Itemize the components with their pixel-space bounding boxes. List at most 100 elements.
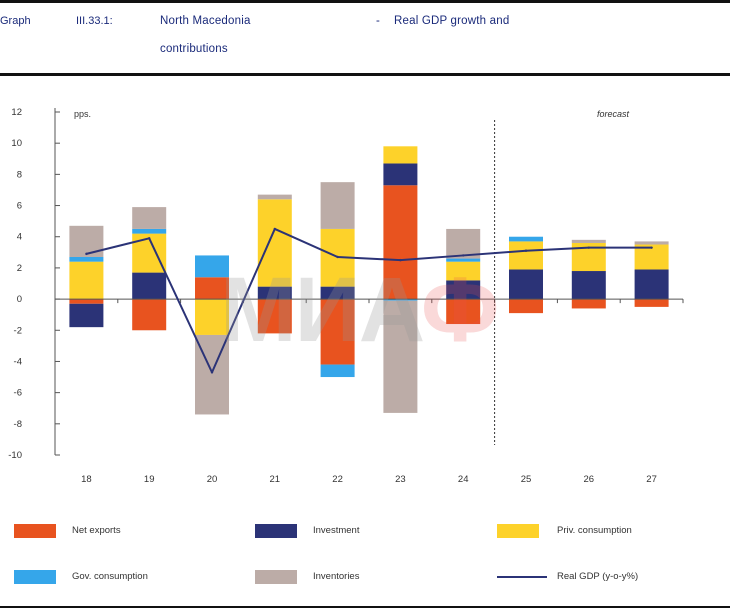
x-tick-label: 21 [270, 474, 281, 485]
legend-swatch [255, 570, 297, 584]
bar-gov-consumption-24 [446, 258, 481, 262]
bar-gov-consumption-18 [69, 256, 104, 262]
real-gdp-point-25 [524, 249, 528, 252]
legend-label: Gov. consumption [72, 571, 148, 582]
legend-swatch [14, 524, 56, 538]
bar-inventories-21 [257, 194, 292, 200]
x-tick-label: 22 [332, 474, 343, 485]
graph-number: III.33.1: [76, 15, 113, 27]
bar-gov-consumption-19 [132, 228, 167, 234]
bar-inventories-18 [69, 225, 104, 257]
bar-investment-19 [132, 272, 167, 300]
legend-label: Real GDP (y-o-y%) [557, 571, 639, 582]
bar-priv-consumption-23 [383, 146, 418, 164]
real-gdp-point-23 [399, 258, 402, 262]
real-gdp-point-20 [210, 371, 214, 374]
bar-inventories-19 [132, 207, 167, 229]
bar-gov-consumption-23 [383, 299, 418, 301]
bar-priv-consumption-18 [69, 261, 104, 300]
graph-label: Graph [0, 15, 31, 27]
bar-inventories-22 [320, 182, 355, 229]
legend-swatch [255, 524, 297, 538]
y-tick-label: -10 [8, 450, 22, 461]
bar-net-exports-24 [446, 299, 481, 325]
bar-net-exports-26 [571, 299, 606, 309]
title-dash: - [376, 15, 381, 27]
bar-net-exports-23 [383, 185, 418, 300]
chart-title-part2: Real GDP growth and [394, 15, 510, 27]
real-gdp-point-19 [148, 237, 151, 240]
y-tick-label: -4 [14, 356, 22, 367]
bar-priv-consumption-21 [257, 199, 292, 287]
y-tick-label: -2 [14, 325, 22, 336]
bar-net-exports-25 [509, 299, 543, 314]
bar-gov-consumption-25 [509, 236, 543, 242]
bar-investment-21 [257, 286, 292, 300]
legend-label: Inventories [313, 571, 360, 582]
y-tick-label: 12 [11, 107, 22, 118]
header-top-rule [0, 0, 730, 3]
y-tick-label: 10 [11, 138, 22, 149]
x-tick-label: 25 [521, 474, 532, 485]
legend-label: Investment [313, 525, 360, 536]
bar-priv-consumption-25 [509, 241, 543, 270]
bar-inventories-23 [383, 300, 418, 413]
watermark-logo: МИАФ [220, 259, 499, 361]
bars-layer [69, 146, 669, 415]
bar-net-exports-20 [195, 277, 229, 300]
bar-gov-consumption-20 [195, 255, 229, 278]
real-gdp-point-27 [650, 246, 653, 249]
real-gdp-point-22 [336, 255, 339, 259]
legend-swatch [497, 576, 547, 578]
bar-priv-consumption-20 [195, 299, 229, 335]
legend-swatch [14, 570, 56, 584]
header-bottom-rule [0, 73, 730, 76]
chart-title-part1: North Macedonia [160, 15, 251, 27]
y-axis-unit-label: pps. [74, 109, 91, 119]
y-tick-label: 2 [17, 263, 22, 274]
y-tick-label: 6 [17, 201, 22, 212]
real-gdp-point-21 [273, 227, 276, 231]
y-tick-label: 0 [17, 294, 22, 305]
x-tick-label: 23 [395, 474, 406, 485]
real-gdp-point-24 [462, 254, 465, 257]
legend-label: Net exports [72, 525, 121, 536]
axes-layer [54, 108, 684, 456]
bar-investment-18 [69, 303, 104, 328]
gdp-line-layer [85, 227, 653, 374]
chart-title-line2: contributions [160, 43, 228, 55]
bar-net-exports-21 [257, 299, 292, 334]
bar-gov-consumption-22 [320, 364, 355, 378]
x-tick-label: 27 [646, 474, 657, 485]
real-gdp-line [86, 227, 652, 374]
bar-investment-24 [446, 280, 481, 300]
legend-swatch [497, 524, 539, 538]
bar-net-exports-27 [634, 299, 669, 307]
x-tick-label: 19 [144, 474, 155, 485]
bar-investment-22 [320, 286, 355, 300]
y-tick-label: 8 [17, 169, 22, 180]
y-tick-label: -6 [14, 388, 22, 399]
bar-priv-consumption-24 [446, 261, 481, 281]
real-gdp-point-18 [85, 252, 88, 256]
x-tick-label: 24 [458, 474, 469, 485]
bar-net-exports-18 [69, 299, 104, 304]
bar-net-exports-22 [320, 299, 355, 365]
bar-investment-25 [509, 269, 543, 300]
real-gdp-point-26 [587, 246, 590, 249]
bar-net-exports-19 [132, 299, 167, 331]
y-tick-label: 4 [17, 232, 22, 243]
y-tick-label: -8 [14, 419, 22, 430]
bar-inventories-27 [634, 241, 669, 245]
x-tick-label: 20 [207, 474, 218, 485]
forecast-annotation: forecast [597, 109, 630, 119]
x-tick-label: 18 [81, 474, 92, 485]
bar-investment-23 [383, 163, 418, 186]
footer-rule [0, 606, 730, 608]
bar-investment-26 [571, 271, 606, 300]
x-tick-label: 26 [584, 474, 595, 485]
legend-label: Priv. consumption [557, 525, 632, 536]
